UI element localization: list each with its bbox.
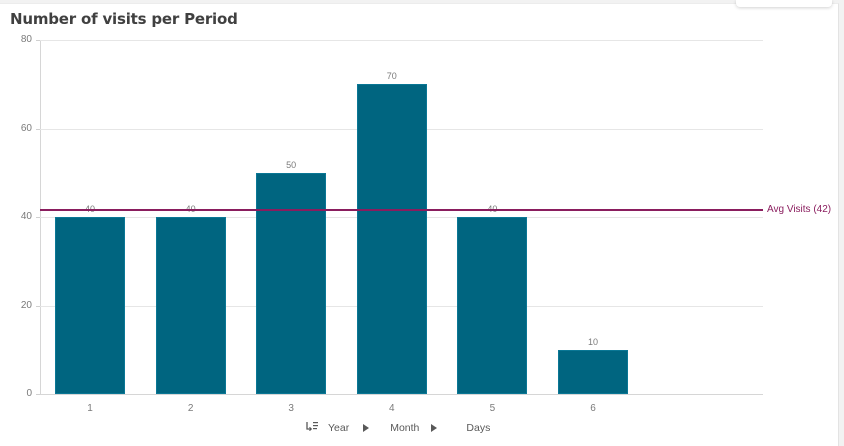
x-tick-label[interactable]: 5 — [489, 403, 496, 414]
x-tick-label[interactable]: 1 — [87, 403, 93, 414]
y-tick-mark — [36, 40, 40, 41]
bar[interactable] — [256, 172, 327, 394]
y-tick-label: 40 — [20, 211, 32, 222]
y-tick-mark — [36, 305, 40, 307]
bar[interactable] — [457, 217, 528, 394]
chevron-right-icon — [431, 423, 438, 432]
y-tick-mark — [36, 128, 40, 130]
gridline — [40, 40, 763, 41]
bar-value-label: 40 — [457, 204, 527, 214]
avg-reference-line — [40, 209, 763, 212]
y-tick-mark — [36, 217, 40, 218]
x-tick-label[interactable]: 3 — [288, 403, 294, 414]
x-tick-label[interactable]: 6 — [590, 403, 596, 414]
bar-value-label: 10 — [587, 336, 598, 347]
popup-menu-edge — [736, 0, 832, 7]
bar[interactable] — [356, 84, 427, 394]
x-axis — [40, 394, 763, 395]
x-tick-label[interactable]: 4 — [389, 403, 395, 414]
drill-level-month[interactable]: Month — [390, 421, 420, 434]
y-tick-label: 80 — [20, 34, 32, 45]
bar[interactable] — [155, 217, 226, 394]
drill-level-days[interactable]: Days — [466, 421, 491, 434]
chart-title: Number of visits per Period — [10, 10, 238, 28]
y-tick-mark — [36, 394, 40, 395]
x-tick-label[interactable]: 2 — [187, 403, 194, 414]
bar-value-label: 40 — [156, 204, 226, 214]
avg-reference-label: Avg Visits (42) — [767, 204, 832, 216]
drill-level-year[interactable]: Year — [328, 421, 350, 434]
y-tick-label: 0 — [26, 388, 32, 399]
bar[interactable] — [55, 217, 125, 394]
y-tick-label: 60 — [20, 122, 32, 134]
drilldown-path[interactable]: Year Month Days — [306, 421, 490, 434]
bar-value-label: 70 — [386, 71, 397, 82]
drill-down-icon — [306, 421, 318, 434]
y-tick-label: 20 — [20, 299, 32, 311]
chevron-right-icon — [363, 423, 370, 432]
bar-value-label: 50 — [286, 159, 297, 170]
bar-value-label: 40 — [55, 204, 125, 214]
bar[interactable] — [558, 349, 628, 394]
